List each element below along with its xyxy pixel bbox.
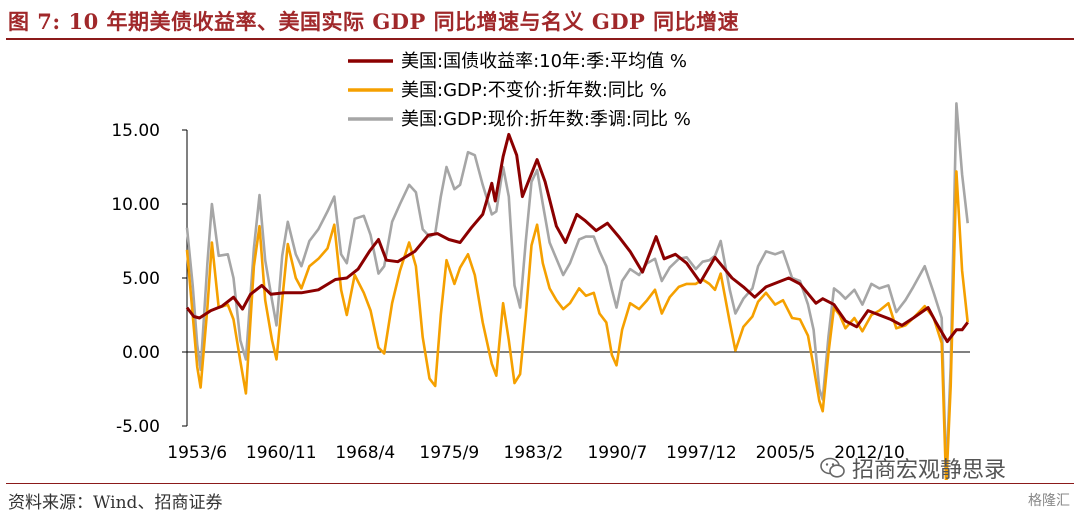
source-note: 资料来源：Wind、招商证券 [8, 493, 223, 513]
corner-mark: 格隆汇 [1028, 493, 1070, 509]
x-tick-label: 1990/7 [587, 443, 647, 463]
x-tick-label: 1960/11 [246, 443, 317, 463]
wechat-icon [820, 457, 845, 478]
line-chart: 美国:国债收益率:10年:季:平均值 % 美国:GDP:不变价:折年数:同比 % 美… [111, 51, 970, 480]
footer-rule [6, 483, 1074, 484]
series-line-3 [185, 102, 969, 477]
series-line-1 [185, 132, 969, 344]
legend-label: 美国:GDP:现价:折年数:季调:同比 % [401, 109, 691, 130]
x-tick-label: 1997/12 [666, 443, 737, 463]
y-tick-label: -5.00 [116, 417, 160, 437]
legend-label: 美国:GDP:不变价:折年数:同比 % [401, 80, 667, 101]
legend-label: 美国:国债收益率:10年:季:平均值 % [401, 51, 687, 72]
x-tick-label: 1975/9 [419, 443, 479, 463]
series-line-2 [185, 170, 969, 480]
chart-legend: 美国:国债收益率:10年:季:平均值 % 美国:GDP:不变价:折年数:同比 % 美… [348, 51, 691, 130]
y-tick-label: 5.00 [122, 269, 160, 289]
title-rule [6, 38, 1074, 40]
x-tick-label: 1983/2 [503, 443, 563, 463]
x-tick-label: 1953/6 [167, 443, 227, 463]
y-axis: 15.00 10.00 5.00 0.00 -5.00 [111, 121, 188, 437]
y-tick-label: 0.00 [122, 343, 160, 363]
x-tick-label: 2005/5 [756, 443, 816, 463]
x-axis: 1953/6 1960/11 1968/4 1975/9 1983/2 1990/7 199… [167, 351, 970, 463]
watermark-text: 招商宏观静思录 [852, 458, 1007, 483]
y-tick-label: 10.00 [111, 195, 160, 215]
x-tick-label: 2012/10 [834, 443, 905, 463]
watermark: 招商宏观静思录 [820, 452, 1006, 484]
plot-area [185, 102, 969, 480]
figure-title: 图 7: 10 年期美债收益率、美国实际 GDP 同比增速与名义 GDP 同比增… [8, 9, 740, 34]
y-tick-label: 15.00 [111, 121, 160, 141]
x-tick-label: 1968/4 [335, 443, 395, 463]
